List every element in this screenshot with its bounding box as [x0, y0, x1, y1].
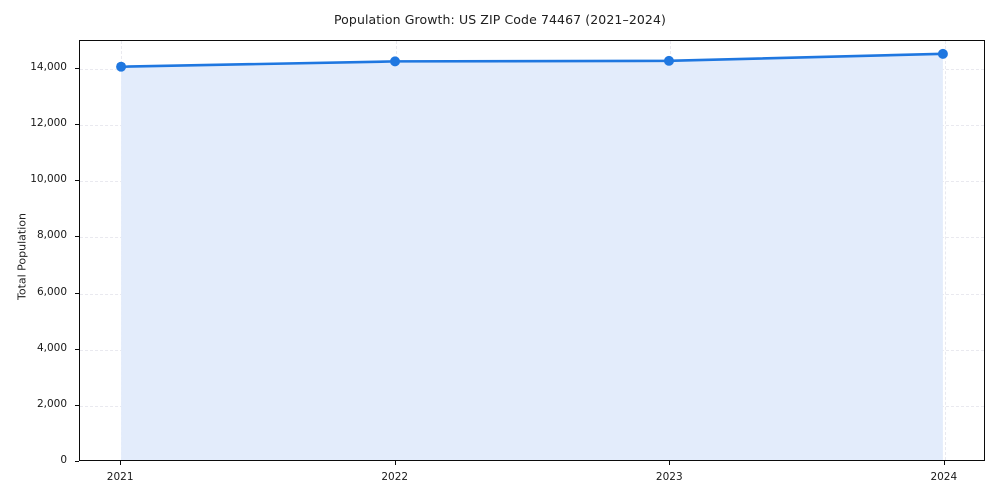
data-point-marker — [663, 55, 674, 66]
y-tick-label: 8,000 — [36, 229, 67, 242]
chart-title: Population Growth: US ZIP Code 74467 (20… — [333, 12, 667, 27]
y-tick-label: 14,000 — [30, 61, 67, 74]
plot-area — [79, 40, 985, 461]
data-point-marker — [390, 56, 401, 67]
y-tick-label: 4,000 — [36, 341, 67, 354]
x-tick-mark — [120, 461, 122, 465]
x-tick-mark — [394, 461, 396, 465]
x-tick-label: 2022 — [381, 471, 409, 483]
y-tick-mark — [75, 348, 79, 350]
y-tick-mark — [75, 180, 79, 182]
x-tick-mark — [943, 461, 945, 465]
gridline-vertical — [944, 41, 946, 460]
population-line-series — [116, 48, 948, 460]
x-tick-label: 2023 — [655, 471, 683, 483]
series-line — [119, 52, 945, 68]
y-tick-label: 10,000 — [30, 173, 67, 186]
area-fill — [121, 53, 943, 460]
y-tick-mark — [75, 292, 79, 294]
y-tick-label: 2,000 — [36, 397, 67, 410]
x-tick-mark — [669, 461, 671, 465]
data-point-marker — [937, 48, 948, 59]
y-tick-mark — [75, 124, 79, 126]
y-axis-label: Total Population — [15, 213, 29, 300]
y-tick-mark — [75, 236, 79, 238]
x-tick-label: 2024 — [930, 471, 958, 483]
y-tick-label: 0 — [60, 454, 67, 466]
y-tick-mark — [75, 404, 79, 406]
x-tick-label: 2021 — [106, 471, 134, 483]
y-tick-mark — [75, 461, 79, 462]
y-tick-mark — [75, 68, 79, 70]
data-point-marker — [116, 61, 127, 72]
y-tick-label: 12,000 — [30, 117, 67, 130]
y-tick-label: 6,000 — [36, 285, 67, 298]
